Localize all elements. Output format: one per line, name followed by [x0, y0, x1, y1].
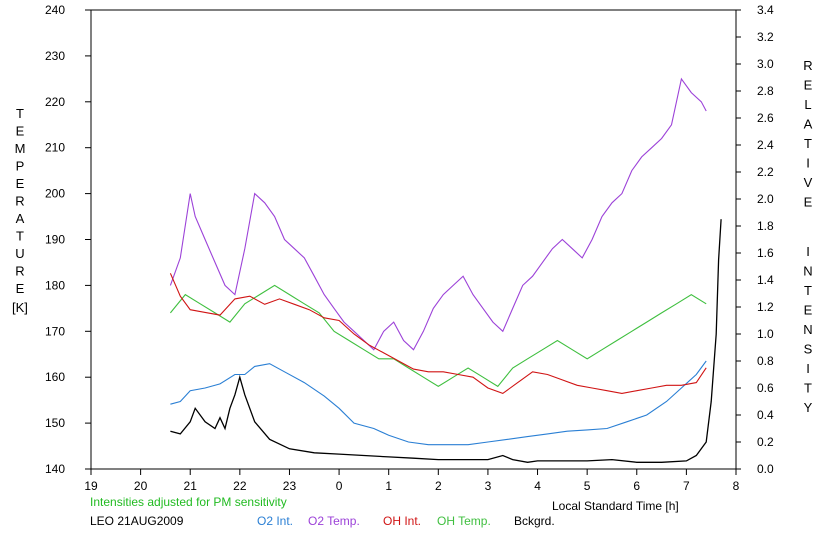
y-right-tick-label: 2.0 — [757, 192, 774, 206]
legend-item: OH Int. — [383, 514, 421, 528]
x-tick-label: 5 — [584, 479, 591, 493]
y-left-label-letter: E — [16, 124, 25, 139]
series-line-oh-temp — [169, 284, 707, 388]
series-layer — [169, 77, 722, 463]
y-right-label-letter: E — [804, 195, 813, 210]
y-right-tick-label: 2.4 — [757, 138, 774, 152]
y-axis-left: 140 150 160 170 180 190 200 210 220 230 240 — [45, 3, 91, 476]
y-right-label-letter: N — [803, 322, 812, 337]
y-right-tick-label: 1.4 — [757, 273, 774, 287]
y-left-label-letter: M — [15, 141, 26, 156]
y-right-tick-label: 1.0 — [757, 327, 774, 341]
x-tick-label: 23 — [283, 479, 297, 493]
y-left-tick-label: 140 — [45, 462, 65, 476]
x-axis: 19 20 21 22 23 0 1 2 3 4 5 6 7 8 — [84, 469, 740, 493]
y-left-label-letter: T — [16, 229, 24, 244]
y-axis-right: 0.0 0.2 0.4 0.6 0.8 1.0 1.2 1.4 1.6 1.8 2.0 2.2 2.4 2… — [736, 3, 774, 476]
x-tick-label: 4 — [534, 479, 541, 493]
y-right-tick-label: 3.4 — [757, 3, 774, 17]
legend-item: Bckgrd. — [514, 514, 555, 528]
x-tick-label: 21 — [184, 479, 198, 493]
series-line-oh-int — [169, 273, 707, 395]
y-left-tick-label: 210 — [45, 141, 65, 155]
y-right-tick-label: 2.2 — [757, 165, 774, 179]
y-left-label-letter: E — [16, 281, 25, 296]
y-left-label-letter: R — [15, 264, 24, 279]
y-right-label-letter: T — [804, 136, 812, 151]
plot-frame — [90, 9, 737, 470]
y-right-label-letter: S — [804, 342, 813, 357]
y-left-tick-label: 160 — [45, 370, 65, 384]
y-left-tick-label: 150 — [45, 416, 65, 430]
y-right-label-letter: N — [803, 264, 812, 279]
y-left-tick-label: 200 — [45, 187, 65, 201]
y-left-tick-label: 240 — [45, 3, 65, 17]
x-tick-label: 0 — [336, 479, 343, 493]
y-left-label-letter: E — [16, 176, 25, 191]
y-left-label-letter: A — [16, 211, 25, 226]
station-date: LEO 21AUG2009 — [90, 514, 184, 528]
y-right-tick-label: 0.2 — [757, 435, 774, 449]
x-tick-label: 19 — [84, 479, 98, 493]
y-right-label-letter: T — [804, 381, 812, 396]
legend-item: OH Temp. — [437, 514, 491, 528]
y-left-tick-label: 180 — [45, 278, 65, 292]
y-right-tick-label: 0.4 — [757, 408, 774, 422]
series-line-bckgrd — [170, 219, 722, 463]
y-right-label-letter: Y — [804, 400, 813, 415]
y-right-label-letter: V — [804, 175, 813, 190]
y-right-label-letter: E — [804, 78, 813, 93]
y-left-label-letter: U — [15, 246, 24, 261]
y-left-label-letter: P — [16, 159, 25, 174]
y-right-label-letter: L — [804, 97, 811, 112]
x-tick-label: 2 — [435, 479, 442, 493]
y-left-label-letter: T — [16, 106, 24, 121]
x-tick-label: 3 — [485, 479, 492, 493]
y-right-tick-label: 2.6 — [757, 111, 774, 125]
y-right-tick-label: 3.0 — [757, 57, 774, 71]
y-right-tick-label: 2.8 — [757, 84, 774, 98]
y-right-label-letter: A — [804, 117, 813, 132]
y-axis-left-unit: [K] — [12, 300, 28, 315]
series-line-o2-int — [170, 360, 707, 446]
x-tick-label: 7 — [683, 479, 690, 493]
y-left-tick-label: 190 — [45, 233, 65, 247]
x-tick-label: 20 — [134, 479, 148, 493]
y-right-tick-label: 1.8 — [757, 219, 774, 233]
legend-item: O2 Int. — [257, 514, 293, 528]
y-left-tick-label: 220 — [45, 95, 65, 109]
y-right-tick-label: 1.6 — [757, 246, 774, 260]
y-right-label-letter: E — [804, 303, 813, 318]
y-right-tick-label: 0.6 — [757, 381, 774, 395]
x-tick-label: 6 — [633, 479, 640, 493]
x-tick-label: 22 — [233, 479, 247, 493]
y-right-tick-label: 0.8 — [757, 354, 774, 368]
y-right-label-letter: I — [806, 244, 810, 259]
plot-border — [90, 9, 737, 470]
y-left-tick-label: 170 — [45, 324, 65, 338]
y-right-tick-label: 0.0 — [757, 462, 774, 476]
x-tick-label: 8 — [733, 479, 740, 493]
y-right-tick-label: 1.2 — [757, 300, 774, 314]
series-line-o2-temp — [169, 77, 707, 351]
sensitivity-note: Intensities adjusted for PM sensitivity — [90, 495, 287, 509]
legend: O2 Int. O2 Temp. OH Int. OH Temp. Bckgrd. — [257, 514, 555, 528]
y-right-label-letter: R — [803, 58, 812, 73]
x-tick-label: 1 — [385, 479, 392, 493]
y-right-label-letter: I — [806, 156, 810, 171]
y-right-label-letter: I — [806, 361, 810, 376]
y-right-label-letter: T — [804, 283, 812, 298]
x-axis-label: Local Standard Time [h] — [552, 499, 679, 513]
legend-item: O2 Temp. — [308, 514, 360, 528]
y-left-tick-label: 230 — [45, 49, 65, 63]
y-left-label-letter: R — [15, 194, 24, 209]
y-right-tick-label: 3.2 — [757, 30, 774, 44]
